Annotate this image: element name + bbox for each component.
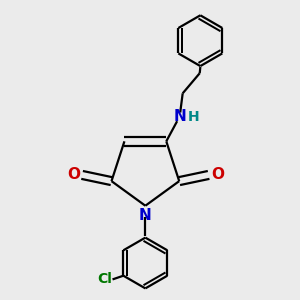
Text: O: O: [67, 167, 80, 182]
Text: N: N: [139, 208, 152, 223]
Text: N: N: [174, 109, 187, 124]
Text: O: O: [211, 167, 224, 182]
Text: Cl: Cl: [98, 272, 112, 286]
Text: H: H: [188, 110, 199, 124]
